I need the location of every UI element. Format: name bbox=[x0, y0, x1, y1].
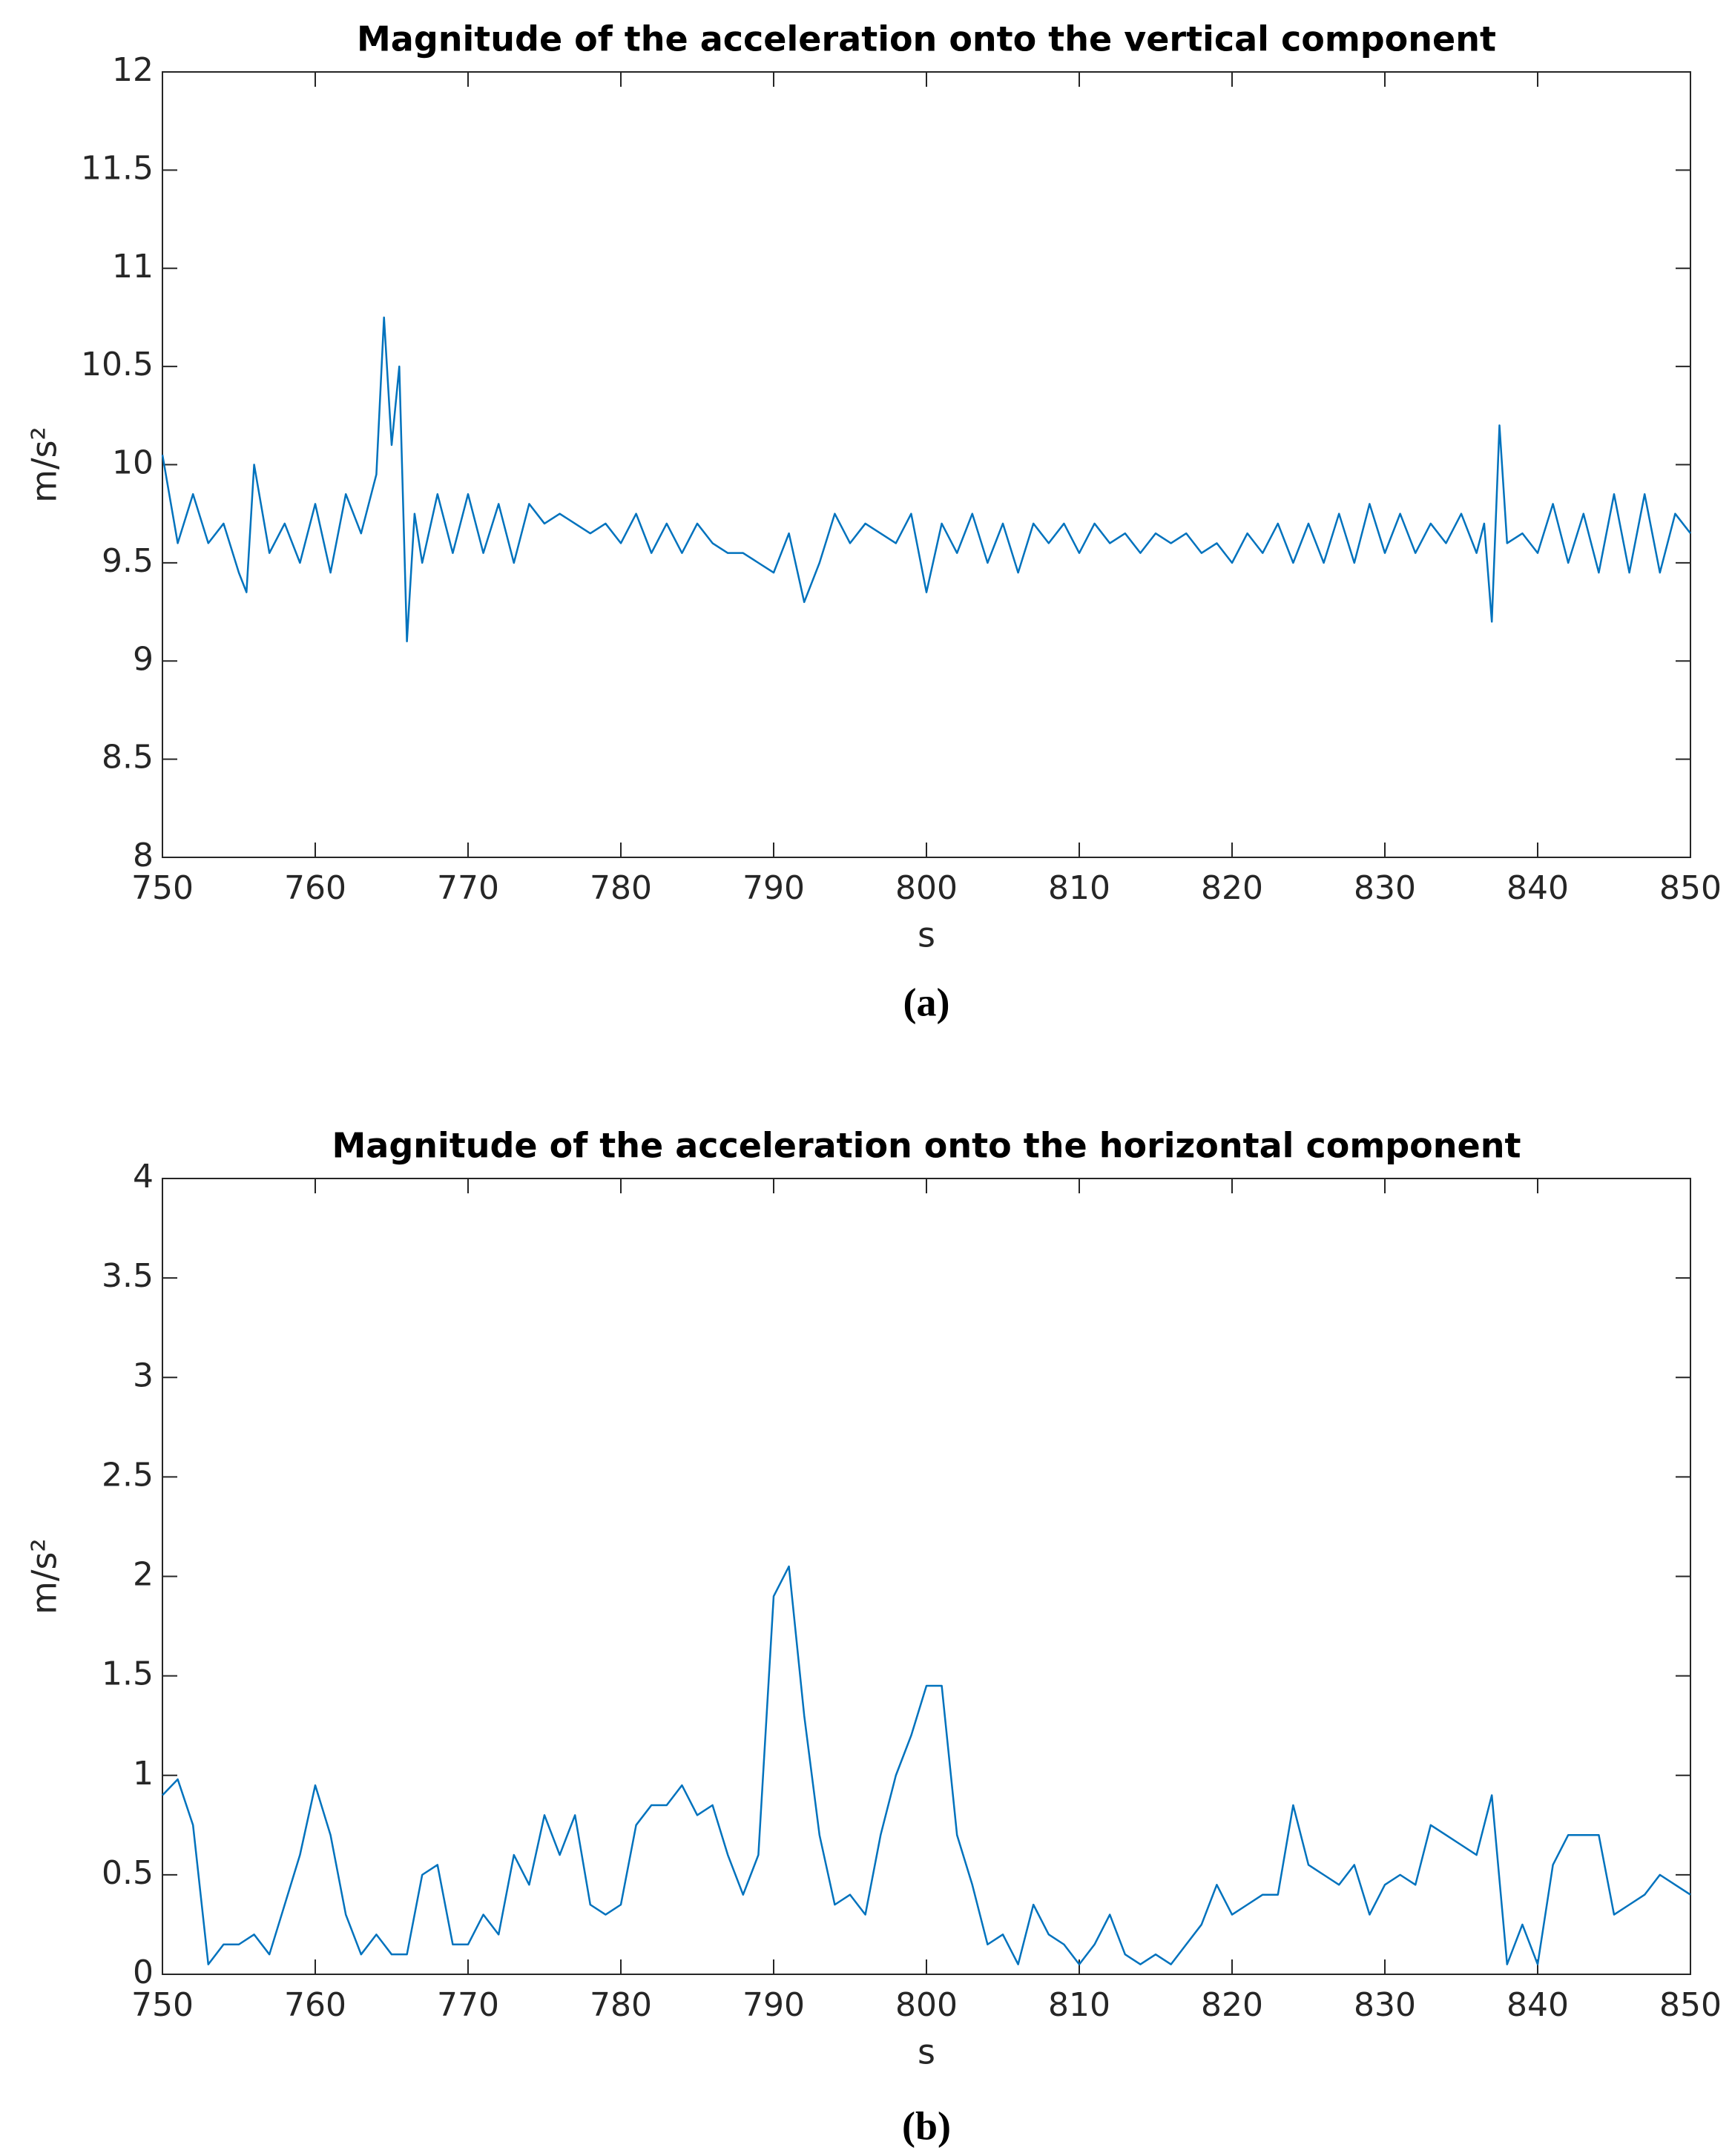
y-tick-label: 8 bbox=[133, 837, 154, 874]
y-tick-label: 10.5 bbox=[81, 346, 154, 383]
y-axis-label: m/s² bbox=[24, 1538, 65, 1615]
plot-area bbox=[162, 1178, 1691, 1975]
x-tick-label: 820 bbox=[1201, 869, 1263, 907]
x-tick-label: 840 bbox=[1507, 1986, 1569, 2024]
y-tick-label: 2.5 bbox=[102, 1456, 154, 1494]
caption: (b) bbox=[902, 2103, 951, 2148]
x-tick-label: 820 bbox=[1201, 1986, 1263, 2024]
x-tick-label: 770 bbox=[437, 1986, 499, 2024]
x-tick-label: 810 bbox=[1048, 1986, 1110, 2024]
x-tick-label: 840 bbox=[1507, 869, 1569, 907]
x-axis-label: s bbox=[918, 915, 935, 955]
x-tick-label: 760 bbox=[284, 1986, 346, 2024]
x-tick-label: 780 bbox=[590, 1986, 652, 2024]
x-tick-label: 830 bbox=[1354, 1986, 1416, 2024]
y-tick-label: 11.5 bbox=[81, 149, 154, 187]
data-line bbox=[162, 1565, 1691, 1965]
y-tick-label: 0.5 bbox=[102, 1854, 154, 1892]
x-tick-label: 850 bbox=[1659, 869, 1722, 907]
y-tick-label: 10 bbox=[112, 444, 154, 482]
data-line bbox=[161, 316, 1691, 643]
x-tick-label: 750 bbox=[131, 1986, 194, 2024]
plot-area bbox=[162, 71, 1691, 858]
y-tick-label: 9.5 bbox=[102, 542, 154, 580]
chart-title: Magnitude of the acceleration onto the v… bbox=[357, 19, 1496, 59]
x-axis-label: s bbox=[918, 2032, 935, 2072]
x-tick-label: 790 bbox=[742, 869, 805, 907]
x-tick-label: 810 bbox=[1048, 869, 1110, 907]
caption: (a) bbox=[903, 980, 950, 1024]
y-tick-label: 2 bbox=[133, 1556, 154, 1594]
chart-title: Magnitude of the acceleration onto the h… bbox=[332, 1126, 1521, 1166]
y-tick-label: 3.5 bbox=[102, 1257, 154, 1295]
x-tick-label: 790 bbox=[742, 1986, 805, 2024]
y-tick-label: 0 bbox=[133, 1954, 154, 1991]
x-tick-label: 770 bbox=[437, 869, 499, 907]
y-tick-label: 8.5 bbox=[102, 739, 154, 777]
y-tick-label: 11 bbox=[112, 248, 154, 286]
y-tick-label: 3 bbox=[133, 1356, 154, 1394]
y-axis-label: m/s² bbox=[24, 426, 65, 503]
y-tick-label: 4 bbox=[133, 1158, 154, 1196]
x-tick-label: 800 bbox=[895, 869, 958, 907]
x-tick-label: 800 bbox=[895, 1986, 958, 2024]
y-tick-label: 1 bbox=[133, 1755, 154, 1793]
x-tick-label: 760 bbox=[284, 869, 346, 907]
y-tick-label: 12 bbox=[112, 51, 154, 89]
y-tick-label: 9 bbox=[133, 640, 154, 678]
x-tick-label: 850 bbox=[1659, 1986, 1722, 2024]
y-tick-label: 1.5 bbox=[102, 1655, 154, 1693]
x-tick-label: 750 bbox=[131, 869, 194, 907]
x-tick-label: 780 bbox=[590, 869, 652, 907]
x-tick-label: 830 bbox=[1354, 869, 1416, 907]
